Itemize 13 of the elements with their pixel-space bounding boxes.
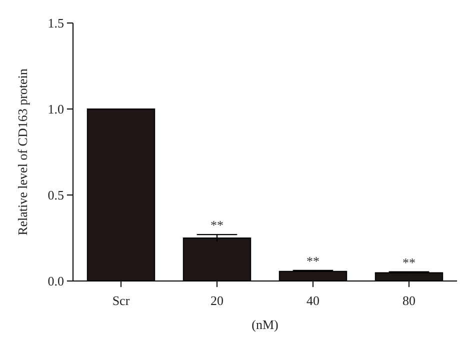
annotation: ** <box>306 254 320 269</box>
x-tick-label: 20 <box>210 293 224 308</box>
y-tick-label: 0.0 <box>48 274 64 289</box>
annotation: ** <box>402 254 416 270</box>
y-tick-label: 0.5 <box>48 188 64 203</box>
x-tick-label: Scr <box>112 293 130 308</box>
y-tick-label: 1.5 <box>48 16 64 31</box>
y-tick-label: 1.0 <box>48 102 64 117</box>
x-axis-title: (nM) <box>252 317 278 332</box>
y-axis-title: Relative level of CD163 protein <box>15 68 30 236</box>
x-tick-label: 80 <box>402 293 416 308</box>
x-tick-label: 40 <box>306 293 320 308</box>
annotation: ** <box>210 218 224 233</box>
